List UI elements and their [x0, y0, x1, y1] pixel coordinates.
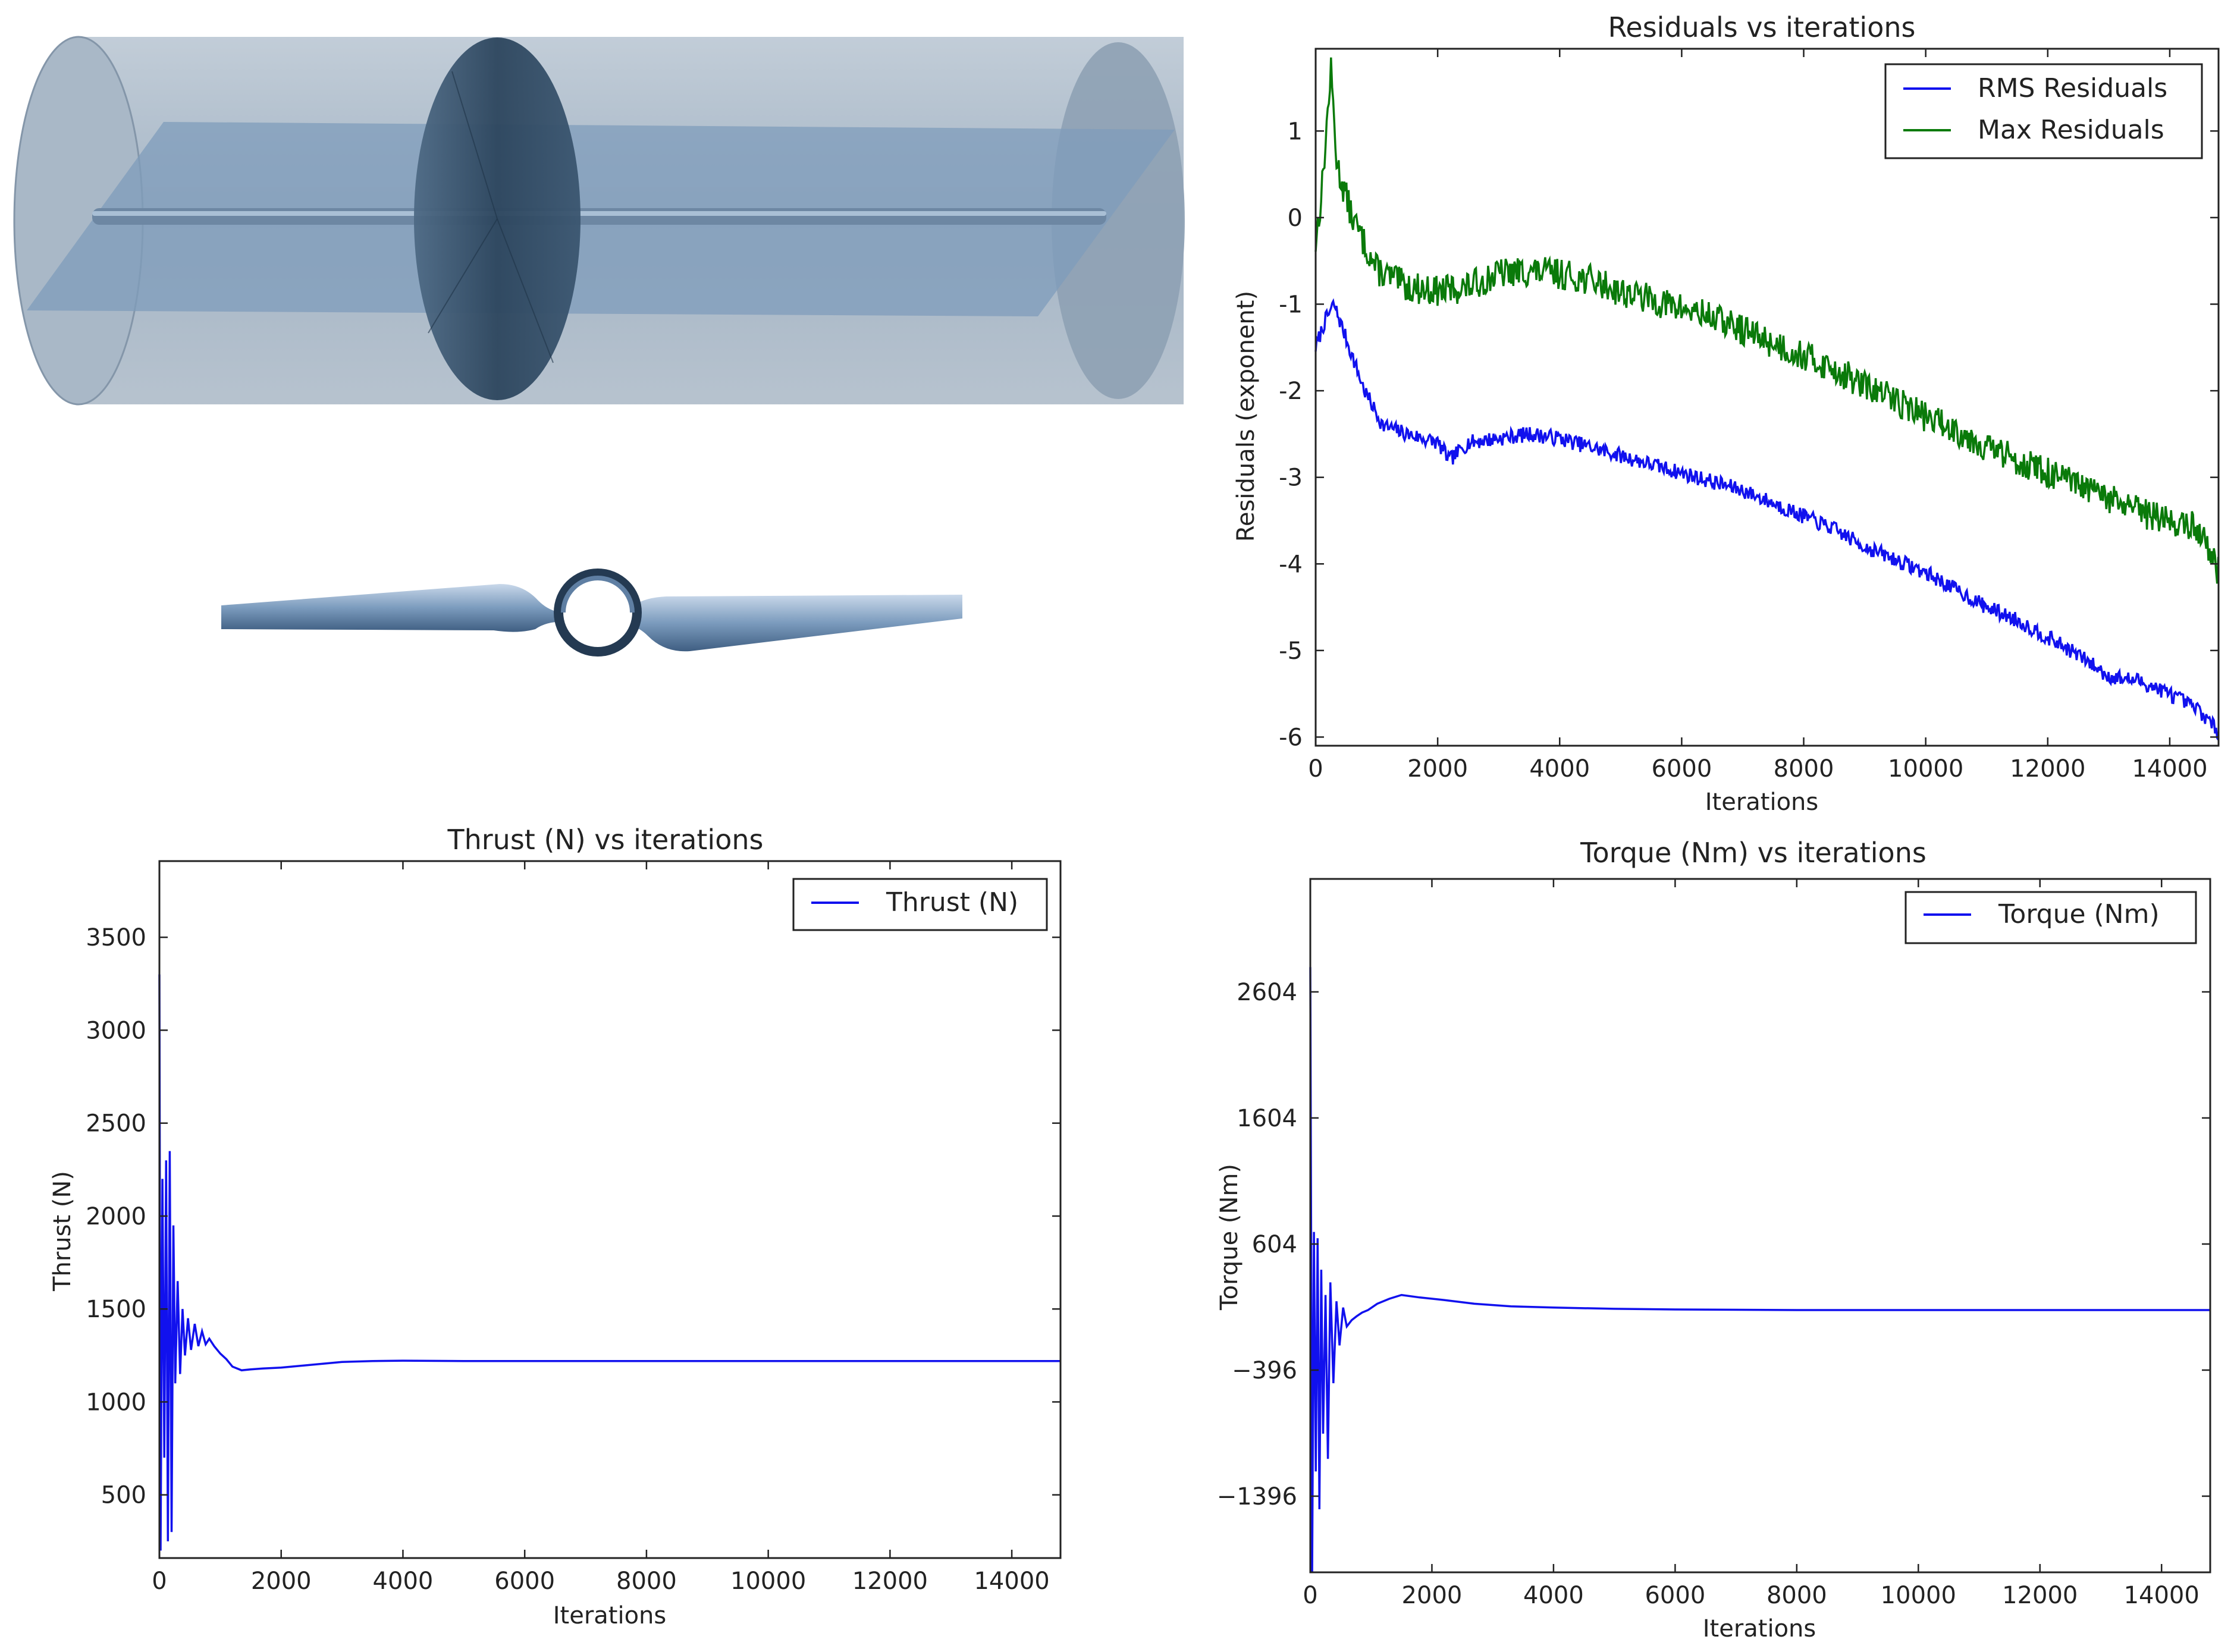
y-tick-label: 500 [101, 1482, 146, 1509]
propeller-render [221, 569, 962, 657]
legend-label-torque: Torque (Nm) [1998, 899, 2160, 929]
y-axis-label: Residuals (exponent) [1232, 291, 1260, 542]
y-tick-label: 0 [1288, 205, 1303, 232]
plot-frame [1314, 48, 2220, 747]
x-axis-label: Iterations [1705, 789, 1819, 816]
x-tick-label: 6000 [1645, 1582, 1705, 1609]
legend-label-thrust: Thrust (N) [886, 887, 1018, 918]
y-axis-label: Thrust (N) [49, 1171, 76, 1292]
y-tick-label: 1500 [86, 1296, 146, 1323]
x-tick-label: 8000 [616, 1568, 677, 1595]
y-tick-label: 2604 [1237, 979, 1297, 1006]
chart-title: Residuals vs iterations [1608, 11, 1916, 43]
torque-chart: Torque (Nm) vs iterations 0 2000 4000 6000 8… [1216, 837, 2211, 1642]
x-tick-label: 12000 [852, 1568, 928, 1595]
x-tick-label: 10000 [1881, 1582, 1956, 1609]
shaft [92, 208, 1106, 225]
y-tick-label: −396 [1232, 1357, 1297, 1384]
thrust-plot-area: 0 2000 4000 6000 8000 10000 12000 14000 500 1000 1… [86, 860, 1062, 1595]
thrust-chart: Thrust (N) vs iterations 0 2000 4000 6000 80… [49, 824, 1062, 1629]
plot-frame [158, 860, 1062, 1559]
y-tick-label: 2000 [86, 1203, 146, 1230]
legend: Thrust (N) [792, 878, 1048, 931]
legend: RMS Residuals Max Residuals [1884, 63, 2203, 159]
x-tick-label: 14000 [2124, 1582, 2200, 1609]
y-tick-label: -4 [1279, 551, 1303, 578]
x-tick-label: 8000 [1774, 755, 1834, 783]
legend: Torque (Nm) [1904, 891, 2197, 944]
x-tick-label: 2000 [251, 1568, 312, 1595]
y-tick-label: -6 [1279, 724, 1303, 751]
y-tick-label: 3500 [86, 924, 146, 951]
y-tick-label: 1 [1288, 118, 1303, 145]
legend-label-max: Max Residuals [1978, 115, 2164, 145]
torque-plot-area: 0 2000 4000 6000 8000 10000 12000 14000 −1396 −39… [1217, 878, 2211, 1609]
series-line-thrust-n [158, 974, 1060, 1551]
rotor-disk [414, 37, 581, 400]
x-tick-label: 12000 [2002, 1582, 2078, 1609]
x-tick-label: 0 [152, 1568, 167, 1595]
y-tick-label: 604 [1252, 1231, 1297, 1258]
y-tick-label: 1604 [1237, 1105, 1297, 1132]
chart-title: Torque (Nm) vs iterations [1580, 837, 1926, 869]
x-tick-label: 14000 [974, 1568, 1049, 1595]
y-tick-label: −1396 [1217, 1483, 1297, 1510]
x-tick-label: 6000 [494, 1568, 555, 1595]
y-tick-label: 3000 [86, 1017, 146, 1044]
y-tick-label: 1000 [86, 1389, 146, 1416]
x-tick-label: 0 [1303, 1582, 1317, 1609]
residuals-plot-area: 0 2000 4000 6000 8000 10000 12000 14000 -6 -5 -4 -3… [1279, 48, 2220, 783]
x-tick-label: 0 [1308, 755, 1323, 783]
x-tick-label: 4000 [1529, 755, 1590, 783]
x-tick-label: 4000 [1523, 1582, 1584, 1609]
series-line-torque-nm [1309, 967, 2210, 1573]
x-tick-label: 12000 [2010, 755, 2085, 783]
x-tick-label: 14000 [2132, 755, 2207, 783]
x-tick-label: 8000 [1767, 1582, 1827, 1609]
x-axis-label: Iterations [553, 1602, 667, 1629]
y-tick-label: -3 [1279, 464, 1303, 492]
x-tick-label: 6000 [1652, 755, 1712, 783]
y-axis-label: Torque (Nm) [1216, 1164, 1243, 1311]
y-tick-label: -1 [1279, 291, 1303, 318]
x-tick-label: 10000 [1888, 755, 1963, 783]
residuals-chart: Residuals vs iterations 0 2000 4000 6000 800… [1232, 11, 2220, 816]
x-tick-label: 2000 [1402, 1582, 1463, 1609]
geometry-render [13, 36, 1185, 406]
plot-frame [1309, 878, 2211, 1574]
y-tick-label: 2500 [86, 1110, 146, 1138]
series-line-rms-residuals [1314, 298, 2220, 740]
x-tick-label: 10000 [730, 1568, 806, 1595]
series-line-max-residuals [1314, 57, 2220, 584]
x-tick-label: 2000 [1407, 755, 1468, 783]
legend-label-rms: RMS Residuals [1978, 73, 2167, 103]
chart-title: Thrust (N) vs iterations [447, 824, 764, 856]
x-axis-label: Iterations [1703, 1615, 1816, 1642]
y-tick-label: -2 [1279, 378, 1303, 405]
y-tick-label: -5 [1279, 637, 1303, 665]
x-tick-label: 4000 [373, 1568, 434, 1595]
